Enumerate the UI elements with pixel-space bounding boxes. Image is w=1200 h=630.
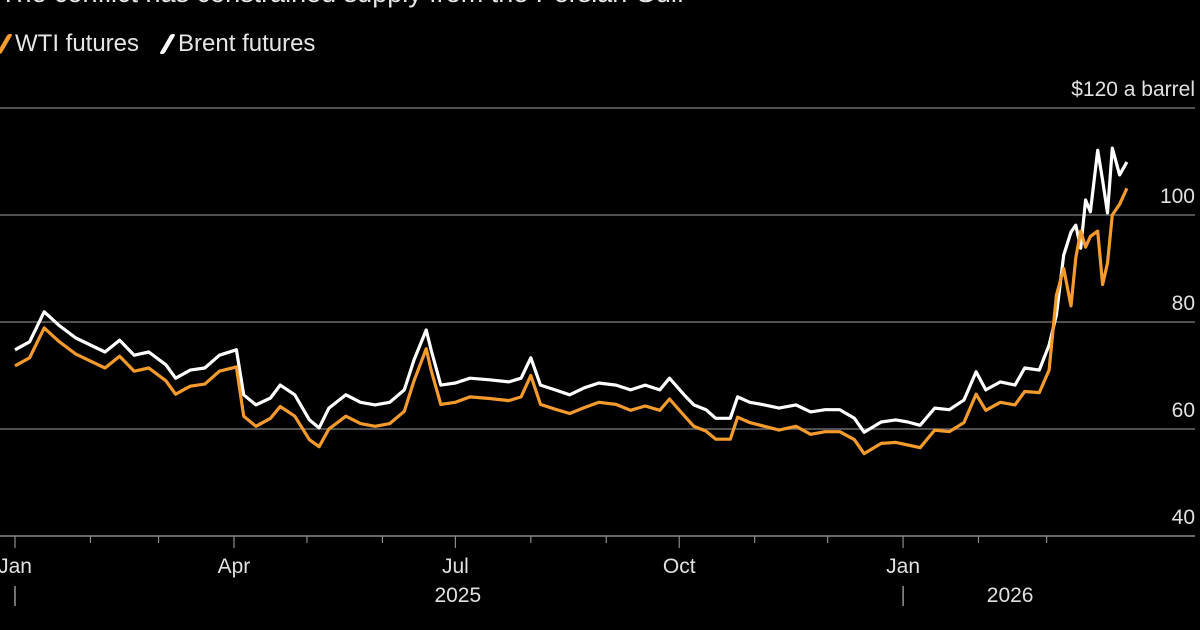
x-tick-label: Apr bbox=[218, 555, 251, 578]
x-tick-label: Jul bbox=[442, 555, 469, 578]
chart-title: The conflict has constrained supply from… bbox=[0, 0, 684, 9]
wti-futures-line bbox=[14, 187, 1129, 456]
legend-label-wti: WTI futures bbox=[15, 30, 140, 57]
y-tick-label: 60 bbox=[1172, 399, 1195, 422]
y-tick-label: 80 bbox=[1172, 292, 1195, 315]
year-label: 2025 bbox=[434, 584, 481, 607]
legend: WTI futures Brent futures bbox=[0, 30, 316, 58]
legend-item-wti: WTI futures bbox=[0, 30, 140, 58]
x-tick-label: Jan bbox=[0, 555, 32, 578]
x-tick-label: Oct bbox=[663, 555, 696, 578]
x-tick-label: Jan bbox=[886, 555, 920, 578]
y-tick-label: 40 bbox=[1172, 506, 1195, 529]
brent-futures-line bbox=[14, 146, 1129, 434]
legend-item-brent: Brent futures bbox=[159, 30, 316, 58]
year-label: 2026 bbox=[987, 584, 1034, 607]
y-tick-label: 100 bbox=[1160, 185, 1195, 208]
legend-label-brent: Brent futures bbox=[178, 30, 316, 57]
y-tick-label: $120 a barrel bbox=[1071, 78, 1195, 101]
